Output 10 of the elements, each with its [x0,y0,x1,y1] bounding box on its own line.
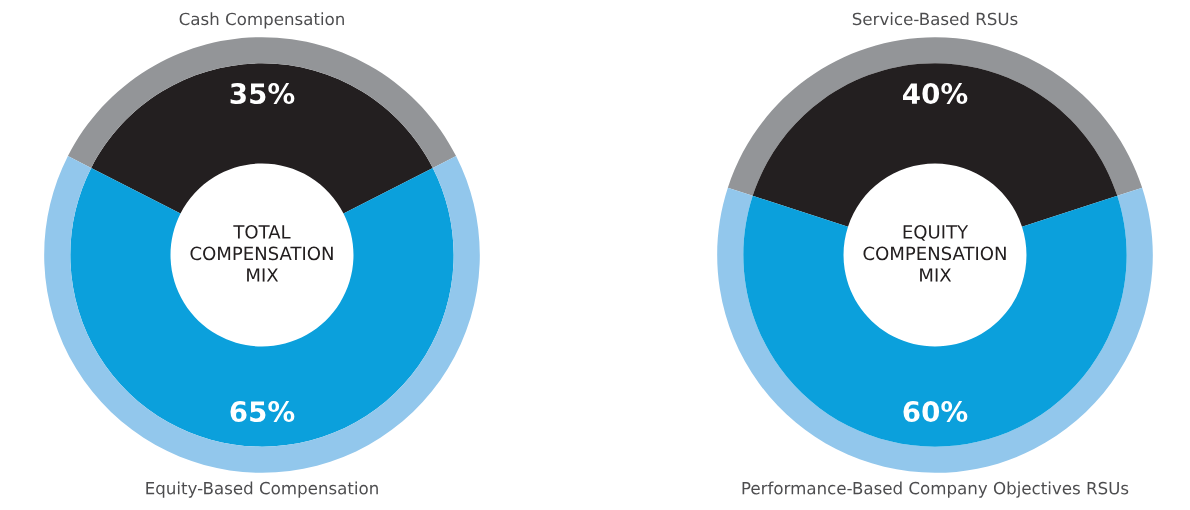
text: EQUITY COMPENSATION MIX [863,224,1006,282]
data-label: 60% [903,401,968,423]
slice-label: Service-Based RSUs [852,12,1018,26]
data-label: 35% [230,83,295,105]
slice-label: Performance-Based Company Objectives RSUs [742,481,1129,498]
slice-label: Cash Compensation [179,12,344,29]
data-label: 40% [903,83,968,105]
data-label: 65% [230,401,295,423]
slice-label: Equity-Based Compensation [146,481,378,498]
text: TOTAL COMPENSATION MIX [190,224,333,282]
